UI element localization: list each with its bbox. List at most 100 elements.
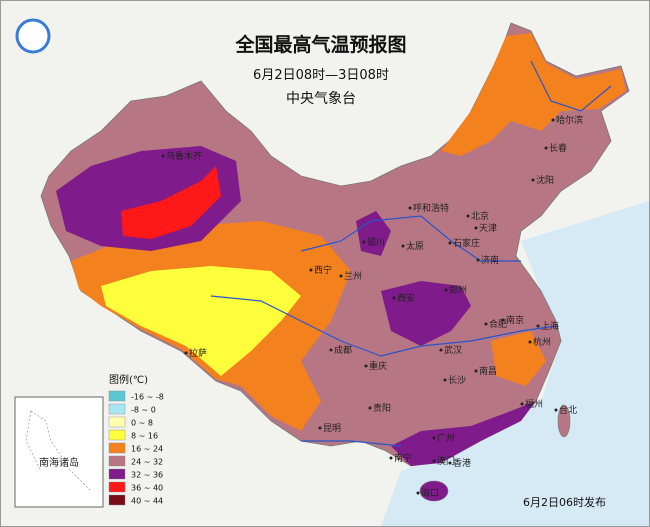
- cool-zone-tibet: [101, 266, 301, 376]
- city-label: 西宁: [314, 264, 332, 276]
- legend-label: -16 ~ -8: [131, 393, 164, 402]
- city-label: 贵阳: [373, 402, 391, 414]
- warm-zone-northeast: [441, 33, 626, 156]
- logo: [15, 18, 51, 54]
- sea: [381, 201, 649, 526]
- city-label: 武汉: [444, 344, 462, 356]
- legend-swatch: [108, 494, 126, 506]
- rivers: [210, 60, 612, 447]
- hot-zone-south: [391, 401, 536, 466]
- legend-swatch: [108, 403, 126, 415]
- city-label: 福州: [525, 398, 543, 410]
- city-label: 长沙: [448, 374, 466, 386]
- legend-label: 36 ~ 40: [131, 484, 163, 493]
- city-label: 香港: [453, 457, 471, 469]
- city-dot: [368, 406, 372, 410]
- city-dot: [339, 274, 343, 278]
- city-dot: [531, 178, 535, 182]
- legend-label: 40 ~ 44: [131, 497, 163, 506]
- city-label: 乌鲁木齐: [166, 150, 202, 162]
- legend-label: 8 ~ 16: [131, 432, 158, 441]
- city-dot: [448, 241, 452, 245]
- legend-title: 图例(℃): [109, 373, 148, 386]
- city-label: 石家庄: [453, 237, 480, 249]
- legend-swatch: [108, 429, 126, 441]
- city-dot: [443, 378, 447, 382]
- city-dot: [329, 348, 333, 352]
- city-label: 西安: [397, 292, 415, 304]
- city-dot: [551, 118, 555, 122]
- city-dot: [318, 426, 322, 430]
- city-label: 天津: [479, 223, 497, 234]
- city-dot: [466, 214, 470, 218]
- city-label: 杭州: [533, 336, 551, 348]
- city-dot: [476, 258, 480, 262]
- legend-swatch: [108, 481, 126, 493]
- city-label: 南京: [506, 314, 524, 326]
- issued-note: 6月2日06时发布: [523, 495, 606, 509]
- city-label: 成都: [334, 344, 352, 356]
- city-label: 长春: [549, 142, 567, 154]
- city-label: 南昌: [479, 365, 497, 377]
- city-label: 银川: [367, 236, 385, 248]
- city-label: 上海: [541, 320, 559, 332]
- subtitle: 6月2日08时—3日08时: [253, 68, 389, 83]
- city-dot: [474, 226, 478, 230]
- city-dot: [161, 154, 165, 158]
- legend-swatch: [108, 390, 126, 402]
- city-label: 台北: [559, 404, 577, 416]
- legend-swatch: [108, 468, 126, 480]
- hot-zone-central: [381, 281, 471, 346]
- city-label: 郑州: [449, 284, 467, 296]
- inset-label: 南海诸岛: [39, 456, 79, 469]
- hot-zone-northwest: [56, 146, 241, 251]
- city-dot: [448, 461, 452, 465]
- hainan: [419, 480, 449, 502]
- legend-label: 16 ~ 24: [131, 445, 163, 454]
- warm-zone-east: [491, 331, 546, 386]
- city-label: 北京: [471, 210, 489, 222]
- city-dot: [544, 146, 548, 150]
- legend-swatch: [108, 416, 126, 428]
- city-label: 济南: [481, 254, 499, 266]
- legend-label: 24 ~ 32: [131, 458, 163, 467]
- inset-islands: [25, 410, 92, 492]
- city-dot: [362, 240, 366, 244]
- title: 全国最高气温预报图: [234, 33, 406, 56]
- hot-zone-basin: [121, 166, 221, 239]
- city-dot: [520, 402, 524, 406]
- city-label: 海口: [421, 487, 439, 499]
- city-dot: [501, 318, 505, 322]
- legend: -16 ~ -8 -8 ~ 0 0 ~ 8 8 ~ 16 16 ~ 24 24 ~ 32 3…: [108, 390, 164, 506]
- city-dot: [444, 288, 448, 292]
- city-dot: [439, 348, 443, 352]
- city-dot: [309, 268, 313, 272]
- legend-label: 0 ~ 8: [131, 419, 153, 428]
- city-label: 哈尔滨: [556, 114, 583, 126]
- city-label: 澳门: [437, 455, 455, 467]
- city-label: 南宁: [394, 452, 412, 464]
- city-dot: [401, 244, 405, 248]
- city-dot: [408, 206, 412, 210]
- inset-frame: [14, 396, 104, 508]
- city-label: 重庆: [369, 360, 387, 372]
- city-dot: [432, 436, 436, 440]
- city-label: 广州: [437, 432, 455, 444]
- city-dot: [474, 369, 478, 373]
- city-dot: [392, 296, 396, 300]
- city-dot: [554, 408, 558, 412]
- city-label: 昆明: [323, 423, 341, 434]
- legend-swatch: [108, 455, 126, 467]
- city-dot: [484, 322, 488, 326]
- city-dot: [416, 491, 420, 495]
- city-label: 拉萨: [189, 347, 207, 359]
- city-dot: [184, 351, 188, 355]
- agency: 中央气象台: [286, 91, 356, 107]
- legend-swatch: [108, 442, 126, 454]
- city-dot: [432, 459, 436, 463]
- city-dot: [364, 364, 368, 368]
- city-label: 兰州: [344, 270, 362, 282]
